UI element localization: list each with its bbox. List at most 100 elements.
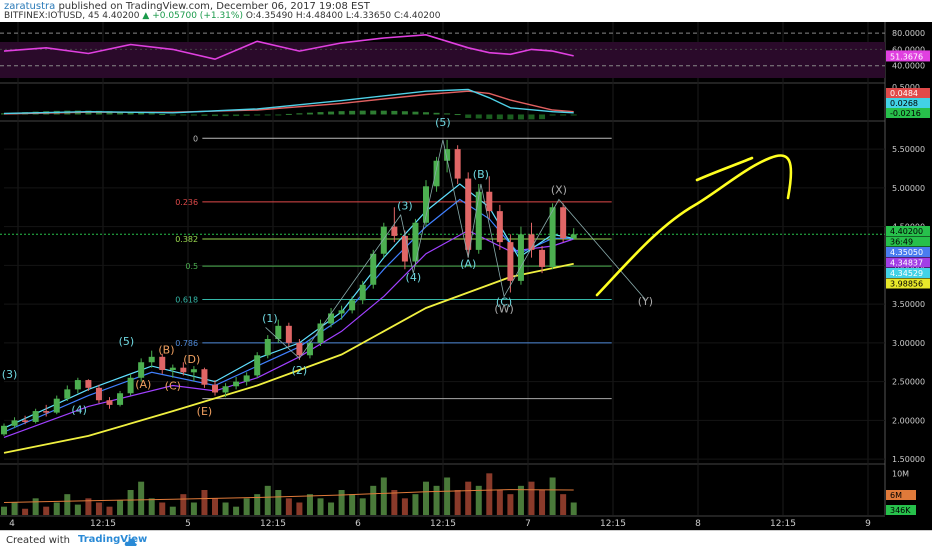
macd-histogram-bar <box>243 114 250 116</box>
volume-bar <box>549 477 556 515</box>
macd-histogram-bar <box>423 112 429 115</box>
volume-bar <box>317 498 324 515</box>
volume-bar <box>412 494 419 515</box>
candle-body <box>507 242 514 281</box>
macd-histogram-bar <box>539 114 546 120</box>
volume-bar <box>496 490 503 515</box>
close-value: C:4.40200 <box>393 11 441 21</box>
volume-bar <box>539 490 546 515</box>
volume-bar <box>349 494 356 515</box>
volume-bar <box>475 485 482 515</box>
x-tick-label: 12:15 <box>770 519 796 529</box>
volume-badge <box>886 505 916 515</box>
macd-value-label: 0.0484 <box>890 89 918 98</box>
price-badge <box>886 226 930 236</box>
macd-histogram-bar <box>496 114 503 120</box>
x-tick-label: 8 <box>695 519 701 529</box>
volume-bar <box>570 502 577 515</box>
candle-body <box>517 234 524 281</box>
macd-histogram-bar <box>190 114 197 116</box>
volume-bar <box>117 500 124 515</box>
up-arrow-icon: ▲ <box>142 11 150 21</box>
macd-tick-label: 0.5000 <box>892 83 920 92</box>
author-link[interactable]: zaratustra <box>4 1 56 12</box>
wave-label: (5) <box>435 116 451 129</box>
volume-bar <box>433 485 440 515</box>
price-tick-label: 3.00000 <box>892 339 925 348</box>
macd-histogram-bar <box>138 112 145 115</box>
wave-label: (B) <box>158 344 174 357</box>
macd-histogram-bar <box>328 111 335 115</box>
wave-label: (Y) <box>638 295 653 308</box>
candle-body <box>264 339 271 356</box>
volume-ma-line <box>3 489 574 503</box>
price-badge-label: 4.40200 <box>890 227 923 236</box>
volume-bar <box>486 473 493 515</box>
rsi-tick-label: 40.0000 <box>892 62 925 71</box>
macd-histogram-bar <box>549 114 556 116</box>
candle-body <box>180 367 187 373</box>
macd-histogram-bar <box>412 111 419 115</box>
price-badge-label: 4.34837 <box>890 259 923 268</box>
volume-bar <box>306 494 313 515</box>
published-text: published on TradingView.com, December 0… <box>58 1 370 12</box>
wave-label: (3) <box>2 368 18 381</box>
volume-bar <box>85 498 92 515</box>
volume-bar <box>32 498 39 515</box>
wave-label: (C) <box>165 379 181 392</box>
x-tick-label: 12:15 <box>600 519 626 529</box>
wave-label: (4) <box>71 403 87 416</box>
volume-bar <box>391 490 398 515</box>
candle-body <box>43 411 50 413</box>
candle-body <box>275 325 282 339</box>
price-badge <box>886 268 930 278</box>
wave-label: (3) <box>397 200 413 213</box>
macd-histogram-bar <box>169 114 176 116</box>
candle-body <box>496 211 503 243</box>
wave-label: (X) <box>551 183 567 196</box>
volume-bar <box>127 490 134 515</box>
fib-ratio-label: 0.618 <box>175 295 198 304</box>
candle-body <box>233 381 240 387</box>
price-badge <box>886 257 930 268</box>
wave-label: (2) <box>292 364 308 377</box>
macd-histogram-bar <box>222 114 229 117</box>
macd-histogram-bar <box>117 111 124 115</box>
volume-bar <box>64 494 71 515</box>
price-badge <box>886 236 930 247</box>
candle-body <box>423 186 429 223</box>
macd-value-badge <box>886 88 930 98</box>
fib-ratio-label: 0 <box>193 134 198 143</box>
rsi-band <box>0 42 885 78</box>
volume-bar <box>169 506 176 515</box>
hand-drawn-arrow-icon <box>595 154 793 297</box>
chart-canvas[interactable]: 4 12:15 5 12:15 6 12:15 7 12:15 8 12:15 9 80.0000 60… <box>0 22 932 530</box>
tradingview-brand[interactable]: TradingView <box>78 534 148 546</box>
volume-bar <box>401 498 408 515</box>
candle-body <box>444 149 451 161</box>
volume-badge <box>886 490 916 500</box>
macd-histogram-bar <box>338 111 345 115</box>
candle-body <box>306 342 313 356</box>
wave-label: (1) <box>262 312 278 325</box>
wave-label: (A) <box>135 378 151 391</box>
candle-body <box>296 342 303 356</box>
macd-histogram-bar <box>454 114 461 116</box>
volume-bar <box>328 502 335 515</box>
low-value: L:4.33650 <box>345 11 392 21</box>
volume-bar <box>138 481 145 515</box>
publish-line: zaratustra published on TradingView.com,… <box>4 1 370 12</box>
macd-histogram-bar <box>560 114 567 116</box>
rsi-tick-label: 80.0000 <box>892 29 925 38</box>
macd-histogram-bar <box>306 112 313 115</box>
x-tick-label: 5 <box>185 519 191 529</box>
price-tick-label: 5.50000 <box>892 145 925 154</box>
volume-tick-label: 10M <box>892 469 909 478</box>
chart-header: zaratustra published on TradingView.com,… <box>0 0 932 22</box>
candle-body <box>328 313 335 324</box>
candle-body <box>317 323 324 343</box>
candle-body <box>401 235 408 262</box>
volume-bar <box>53 502 60 515</box>
tradingview-cloud-icon <box>124 538 137 546</box>
candle-body <box>190 369 197 373</box>
